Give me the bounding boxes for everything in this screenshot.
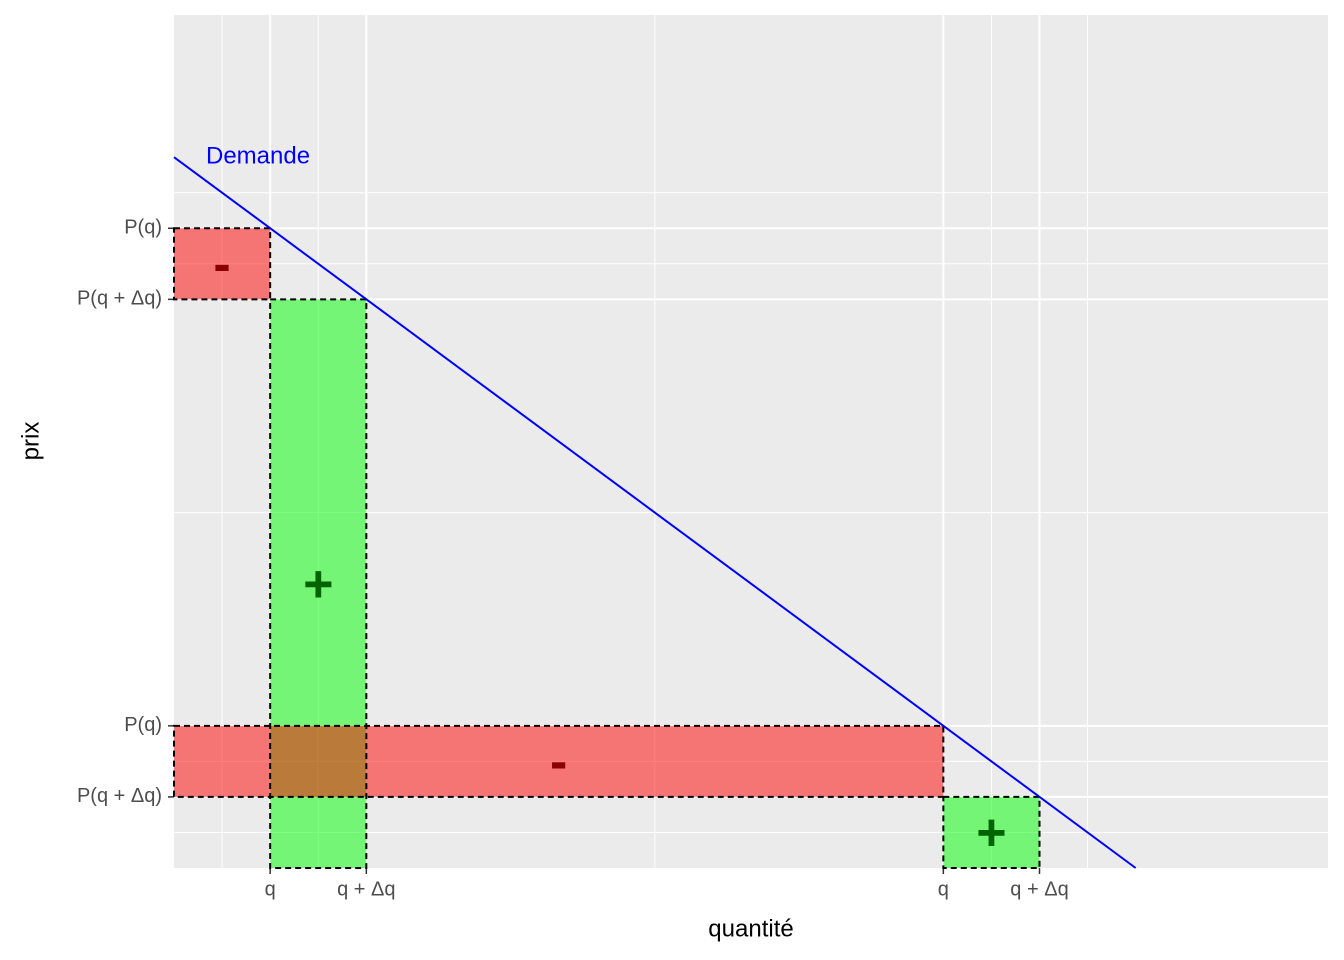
area-outline <box>173 227 272 301</box>
area-sign: + <box>976 804 1006 862</box>
area-outline <box>269 298 368 870</box>
y-tick-label: P(q + Δq) <box>77 288 162 310</box>
x-tick-label: q + Δq <box>337 878 395 900</box>
y-tick-label: P(q) <box>124 714 162 736</box>
area-outline <box>173 724 945 798</box>
y-tick-label: P(q) <box>124 217 162 239</box>
area-sign: - <box>550 733 567 791</box>
x-axis-title: quantité <box>708 915 793 942</box>
area <box>943 796 1040 868</box>
x-tick-label: q <box>265 878 276 900</box>
area-outline <box>942 795 1041 870</box>
area <box>174 228 271 300</box>
series-label: Demande <box>206 143 310 170</box>
y-tick-label: P(q + Δq) <box>77 785 162 807</box>
y-axis-title: prix <box>17 422 44 461</box>
area-sign: + <box>303 555 333 613</box>
area-sign: - <box>213 236 230 294</box>
x-tick-label: q + Δq <box>1010 878 1068 900</box>
demand-line <box>173 156 1137 869</box>
x-tick-label: q <box>938 878 949 900</box>
area <box>174 725 944 797</box>
